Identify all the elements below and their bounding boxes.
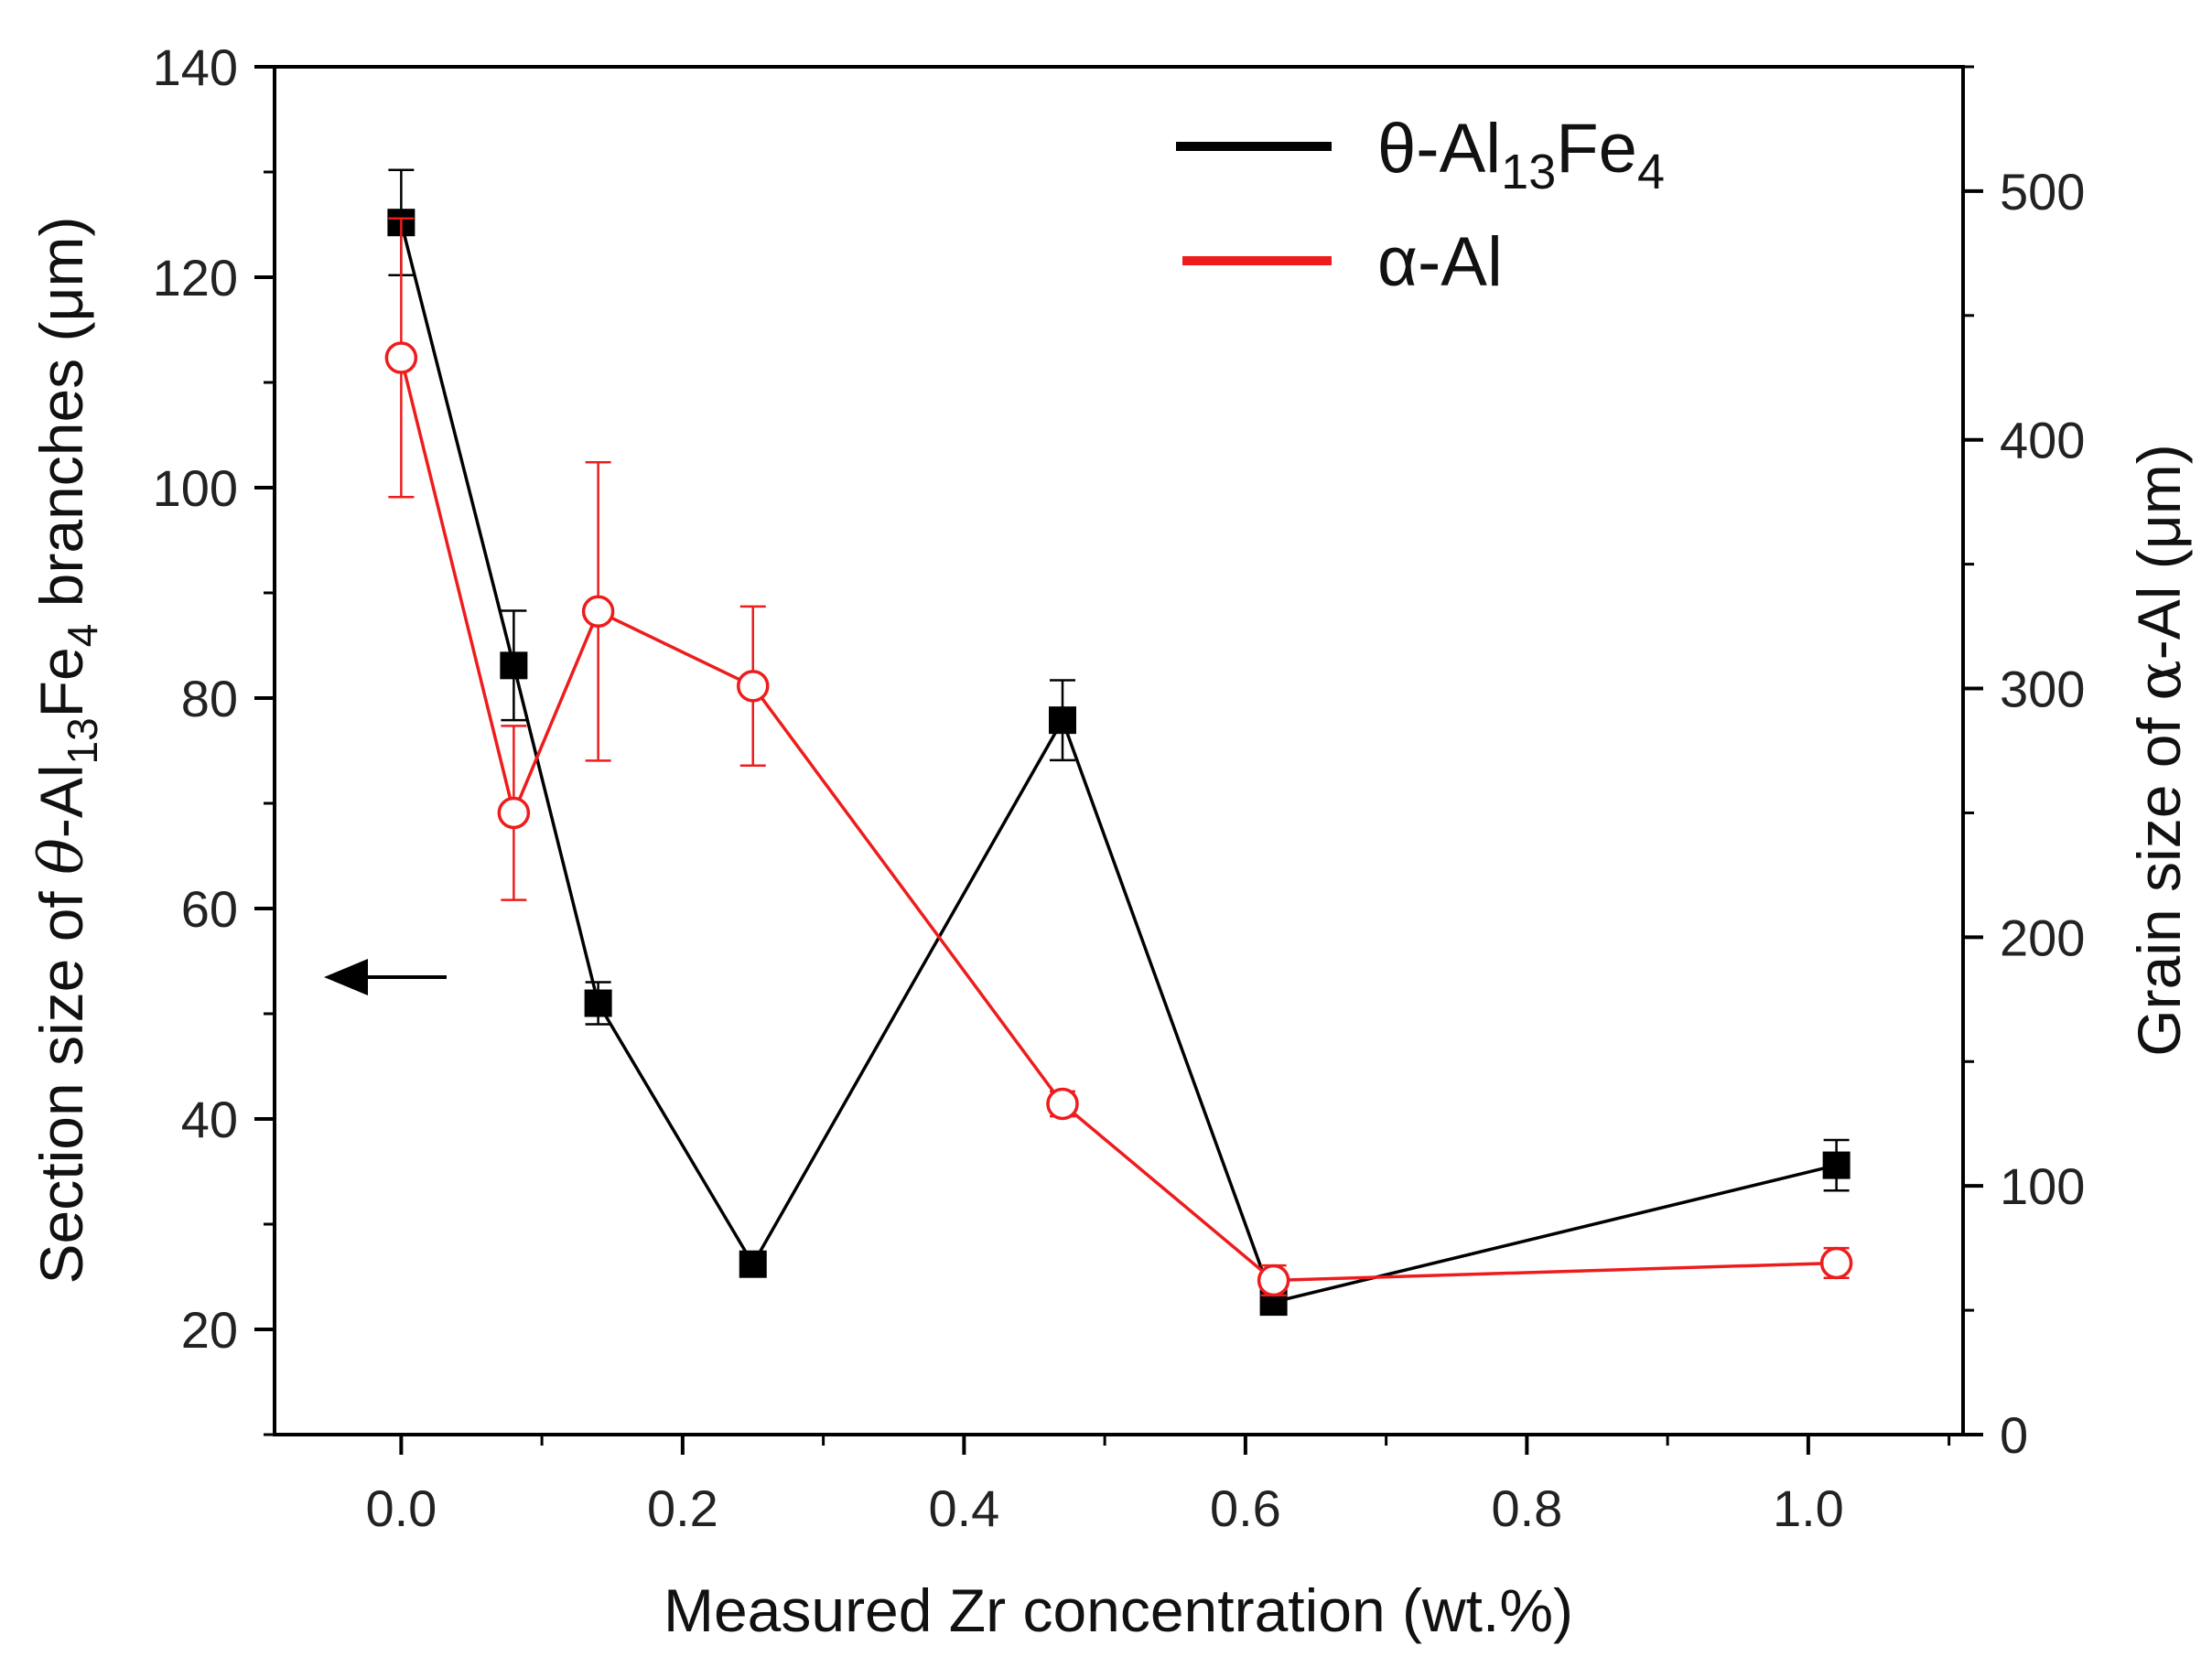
plot-frame	[273, 65, 1965, 1436]
data-point-theta	[500, 651, 528, 680]
left-y-axis-ticks: 20 40 60 80 100 120 140	[153, 38, 275, 1436]
data-point-alpha	[1819, 1246, 1853, 1280]
data-point-theta	[1822, 1151, 1851, 1179]
right-tick-label: 500	[2000, 163, 2085, 220]
right-tick-label: 400	[2000, 412, 2085, 469]
series-line-theta	[399, 221, 1838, 1305]
right-y-axis-title: Grain size of α-Al (μm)	[2124, 444, 2195, 1056]
legend-label-theta: θ-Al13Fe4	[1377, 110, 1665, 199]
x-tick-label: 0.4	[928, 1479, 999, 1537]
legend-label-alpha: α-Al	[1377, 223, 1503, 301]
data-point-theta	[1049, 706, 1076, 735]
legend: θ-Al13Fe4 α-Al	[1176, 110, 1665, 301]
left-tick-label: 60	[181, 880, 238, 938]
left-tick-label: 40	[181, 1091, 238, 1148]
left-tick-label: 140	[153, 38, 238, 96]
right-y-axis-ticks: 0 100 200 300 400 500	[1963, 65, 2085, 1464]
data-point-alpha	[737, 670, 770, 703]
left-tick-label: 20	[181, 1301, 238, 1359]
data-point-alpha	[497, 796, 531, 830]
x-axis-title: Measured Zr concentration (wt.%)	[664, 1576, 1573, 1644]
right-tick-label: 0	[2000, 1406, 2028, 1464]
series-line-alpha	[399, 357, 1837, 1283]
left-tick-label: 100	[153, 459, 238, 517]
data-point-alpha	[1257, 1264, 1290, 1297]
data-point-theta	[584, 989, 612, 1017]
x-tick-label: 0.6	[1210, 1479, 1281, 1537]
right-tick-label: 200	[2000, 909, 2085, 966]
right-tick-label: 300	[2000, 661, 2085, 718]
left-tick-label: 120	[153, 249, 238, 307]
series-layer	[384, 168, 1853, 1317]
left-y-axis-title: Section size of θ-Al13Fe4 branches (μm)	[27, 217, 106, 1285]
x-tick-label: 0.0	[365, 1479, 437, 1537]
x-tick-label: 0.2	[647, 1479, 718, 1537]
x-tick-label: 1.0	[1773, 1479, 1844, 1537]
left-tick-label: 80	[181, 670, 238, 727]
right-tick-label: 100	[2000, 1157, 2085, 1215]
x-axis-ticks: 0.0 0.2 0.4 0.6 0.8 1.0	[365, 1435, 1951, 1537]
data-point-alpha	[384, 341, 418, 374]
data-point-alpha	[1046, 1087, 1079, 1121]
data-point-alpha	[581, 595, 615, 629]
x-tick-label: 0.8	[1491, 1479, 1562, 1537]
data-point-theta	[739, 1250, 767, 1278]
